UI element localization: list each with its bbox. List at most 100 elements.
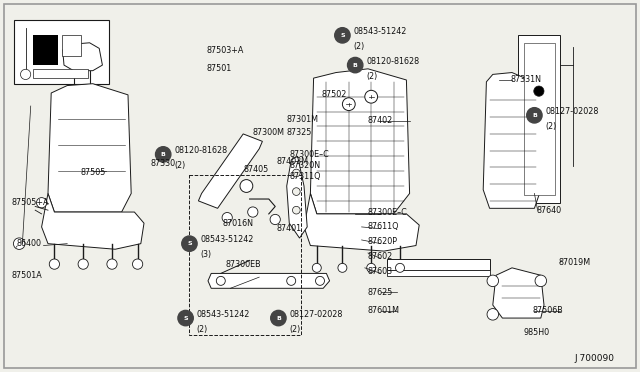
Circle shape xyxy=(535,275,547,286)
Text: (3): (3) xyxy=(200,250,211,259)
Polygon shape xyxy=(304,193,419,251)
Text: 87640: 87640 xyxy=(536,206,561,215)
Circle shape xyxy=(240,180,253,192)
Polygon shape xyxy=(208,273,330,288)
Circle shape xyxy=(292,169,300,177)
Text: 08543-51242: 08543-51242 xyxy=(353,27,406,36)
Text: 87602: 87602 xyxy=(368,252,393,261)
Circle shape xyxy=(367,263,376,272)
Polygon shape xyxy=(63,43,102,71)
Text: 87505: 87505 xyxy=(80,169,106,177)
Text: 08543-51242: 08543-51242 xyxy=(200,235,253,244)
Circle shape xyxy=(287,276,296,285)
Text: 87300E–C: 87300E–C xyxy=(368,208,408,217)
Text: 87300M: 87300M xyxy=(253,128,285,137)
Text: 87330: 87330 xyxy=(150,159,175,168)
Text: 08120-81628: 08120-81628 xyxy=(366,57,419,66)
Circle shape xyxy=(20,69,31,80)
Text: 87016N: 87016N xyxy=(223,219,253,228)
Text: S: S xyxy=(187,241,192,246)
Circle shape xyxy=(182,236,197,251)
Text: 08543-51242: 08543-51242 xyxy=(196,310,250,319)
Text: 87325: 87325 xyxy=(287,128,312,137)
Polygon shape xyxy=(310,69,410,214)
Text: (2): (2) xyxy=(196,325,208,334)
Circle shape xyxy=(316,276,324,285)
Bar xyxy=(62,35,81,56)
Circle shape xyxy=(292,206,300,214)
Text: 87320N: 87320N xyxy=(289,161,321,170)
Bar xyxy=(14,20,109,84)
Polygon shape xyxy=(42,193,144,249)
Circle shape xyxy=(342,98,355,110)
Text: 87502: 87502 xyxy=(321,90,347,99)
Circle shape xyxy=(487,309,499,320)
Circle shape xyxy=(527,108,542,123)
Circle shape xyxy=(396,263,404,272)
Bar xyxy=(524,43,555,195)
Circle shape xyxy=(49,259,60,269)
Text: B: B xyxy=(161,152,166,157)
Text: 87301M: 87301M xyxy=(287,115,319,124)
Polygon shape xyxy=(48,84,131,212)
Text: 08127-02028: 08127-02028 xyxy=(289,310,342,319)
Text: 87505+A: 87505+A xyxy=(12,198,49,207)
Text: (2): (2) xyxy=(289,325,301,334)
Text: 87300EB: 87300EB xyxy=(225,260,261,269)
Text: 08127-02028: 08127-02028 xyxy=(545,107,598,116)
Circle shape xyxy=(271,310,286,326)
Text: 87503+A: 87503+A xyxy=(206,46,243,55)
Text: 87311Q: 87311Q xyxy=(289,172,321,181)
Text: 87611Q: 87611Q xyxy=(368,222,399,231)
Circle shape xyxy=(335,28,350,43)
Circle shape xyxy=(487,275,499,286)
Bar xyxy=(387,270,490,276)
Text: (2): (2) xyxy=(366,72,378,81)
Circle shape xyxy=(312,263,321,272)
Text: 86400: 86400 xyxy=(16,239,41,248)
Circle shape xyxy=(216,276,225,285)
Polygon shape xyxy=(198,134,262,208)
Text: 87501A: 87501A xyxy=(12,271,42,280)
Text: 87300E–C: 87300E–C xyxy=(289,150,329,159)
Circle shape xyxy=(156,147,171,162)
Polygon shape xyxy=(493,268,544,318)
Polygon shape xyxy=(483,73,541,208)
Text: 87401: 87401 xyxy=(276,224,301,233)
Text: B: B xyxy=(532,113,537,118)
Text: 87331N: 87331N xyxy=(511,76,541,84)
Text: 87405: 87405 xyxy=(243,165,268,174)
Polygon shape xyxy=(287,156,307,238)
Bar xyxy=(33,35,58,65)
FancyArrowPatch shape xyxy=(16,246,17,247)
Text: 87603: 87603 xyxy=(368,267,393,276)
Text: 87403M: 87403M xyxy=(276,157,308,166)
Text: 87019M: 87019M xyxy=(558,258,590,267)
Text: (2): (2) xyxy=(174,161,186,170)
Text: 985H0: 985H0 xyxy=(524,328,550,337)
Circle shape xyxy=(534,86,544,96)
Text: 87506B: 87506B xyxy=(532,306,563,315)
Circle shape xyxy=(248,207,258,217)
Text: 87625: 87625 xyxy=(368,288,394,296)
Bar xyxy=(518,35,560,203)
Circle shape xyxy=(365,90,378,103)
Text: (2): (2) xyxy=(353,42,365,51)
Circle shape xyxy=(222,212,232,223)
Text: 87620P: 87620P xyxy=(368,237,398,246)
Text: S: S xyxy=(340,33,345,38)
Circle shape xyxy=(338,263,347,272)
Circle shape xyxy=(292,188,300,195)
Circle shape xyxy=(132,259,143,269)
Circle shape xyxy=(36,198,47,208)
Bar xyxy=(189,175,301,335)
Circle shape xyxy=(348,57,363,73)
Text: B: B xyxy=(353,62,358,68)
Text: 08120-81628: 08120-81628 xyxy=(174,146,227,155)
Circle shape xyxy=(178,310,193,326)
Text: B: B xyxy=(276,315,281,321)
Text: S: S xyxy=(183,315,188,321)
Text: J 700090: J 700090 xyxy=(574,355,614,363)
Text: 87402: 87402 xyxy=(368,116,393,125)
Bar xyxy=(387,259,490,270)
